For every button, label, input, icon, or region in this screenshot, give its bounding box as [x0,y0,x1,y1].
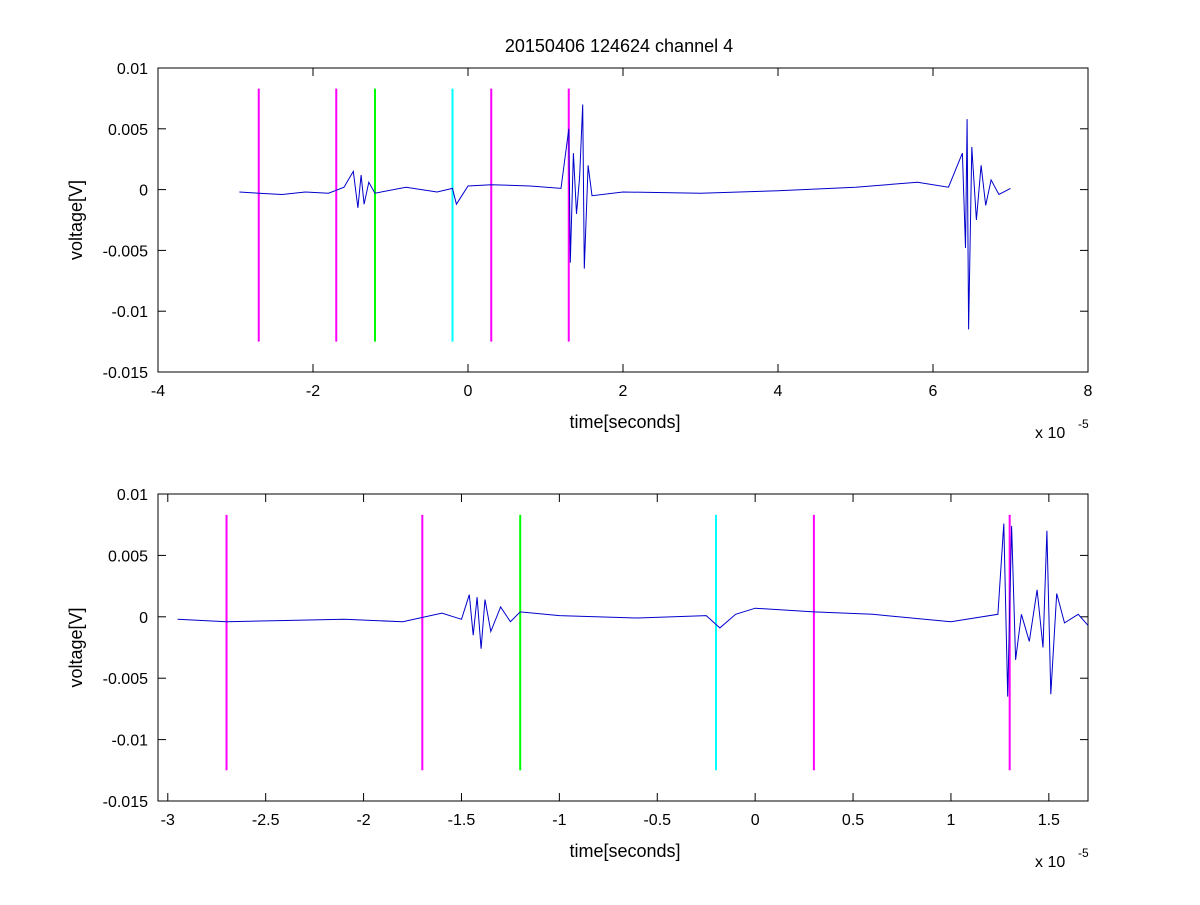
x-tick-label: -4 [151,383,165,400]
x-tick-label: -2 [356,812,370,829]
y-axis-label: voltage[V] [66,607,86,687]
x-tick-label: 0.5 [842,812,864,829]
x-tick-label: -2 [306,383,320,400]
x-tick-label: 0 [751,812,760,829]
x-axis-label: time[seconds] [569,412,680,432]
y-tick-label: -0.01 [112,304,149,321]
y-tick-label: 0.01 [117,61,148,78]
axes-box [157,493,1089,802]
x-tick-label: 1 [946,812,955,829]
y-tick-label: 0 [139,183,148,200]
x-axis-label: time[seconds] [569,841,680,861]
y-tick-label: -0.015 [103,365,148,382]
x-tick-label: 2 [619,383,628,400]
y-tick-label: -0.005 [103,671,148,688]
x-tick-label: -1 [552,812,566,829]
y-tick-label: -0.01 [112,733,149,750]
y-tick-label: 0.01 [117,487,148,504]
x-tick-label: -2.5 [252,812,280,829]
x-exponent-label: x 10 [1035,425,1065,442]
x-tick-label: -1.5 [448,812,476,829]
y-tick-label: 0 [139,610,148,627]
signal-trace [239,104,1011,330]
bottom-plot: -3 -2.5 -2 -1.5 -1 -0.5 0 0.5 1 1.5 -0.015 -0.01 -0.… [66,487,1089,871]
x-tick-label: 1.5 [1038,812,1060,829]
axes-box [157,67,1089,373]
y-tick-label: 0.005 [108,548,148,565]
x-tick-label: -0.5 [643,812,671,829]
x-tick-label: 8 [1084,383,1093,400]
figure-title: 20150406 124624 channel 4 [505,36,733,56]
signal-trace [177,523,1089,697]
y-tick-label: 0.005 [108,122,148,139]
x-exponent-label: x 10 [1035,854,1065,871]
x-exponent-power: -5 [1078,417,1089,431]
y-tick-label: -0.005 [103,243,148,260]
x-tick-label: 0 [464,383,473,400]
x-tick-label: -3 [161,812,175,829]
x-exponent-power: -5 [1078,846,1089,860]
y-tick-label: -0.015 [103,794,148,811]
x-tick-label: 6 [929,383,938,400]
top-plot: -4 -2 0 2 4 6 8 -0.015 -0.01 -0.005 0 0.005 0.01 time… [66,61,1093,442]
y-axis-label: voltage[V] [66,180,86,260]
x-tick-label: 4 [774,383,783,400]
